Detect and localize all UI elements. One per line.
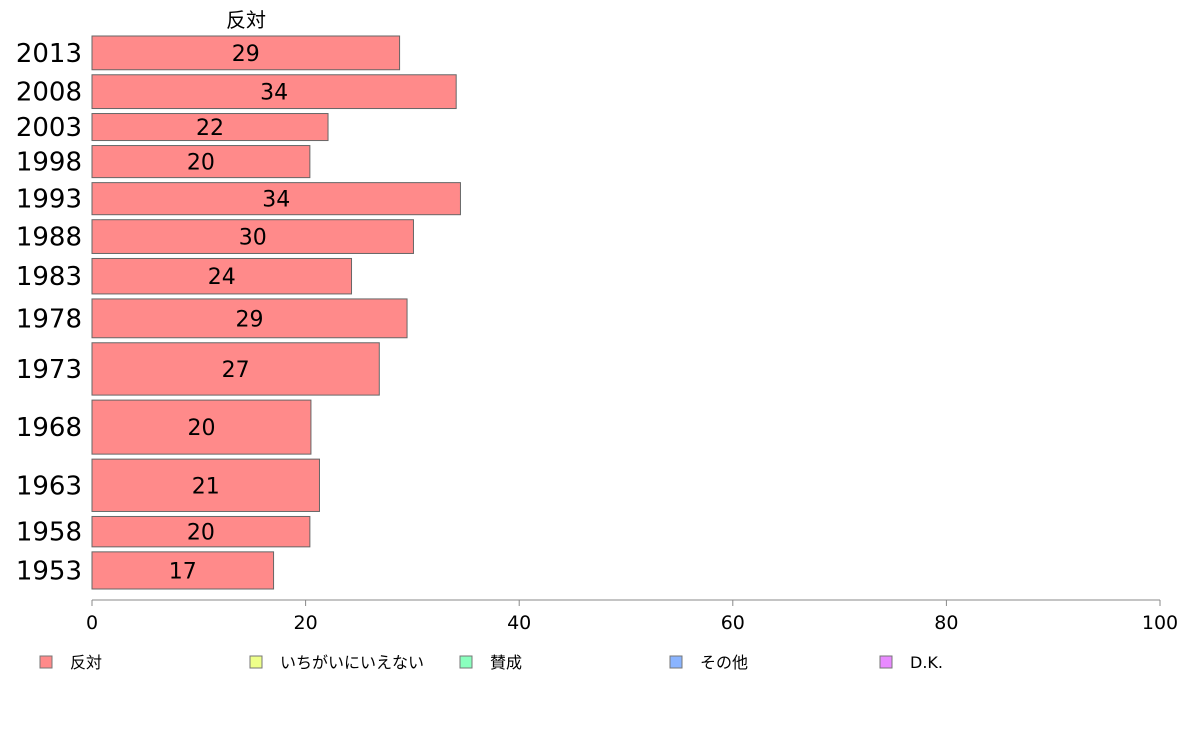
data-label-2003: 22 [196,116,224,141]
category-label-1958: 1958 [16,518,82,548]
legend-label-0: 反対 [70,653,102,672]
category-label-1983: 1983 [16,262,82,292]
bar-1978 [91,298,408,339]
x-tick-label-20: 20 [294,612,318,634]
bar-1973 [91,342,380,396]
bar-1958 [91,515,311,548]
data-label-2008: 34 [260,81,288,106]
x-tick-label-40: 40 [507,612,531,634]
bar-2008 [91,74,457,110]
x-tick-label-80: 80 [934,612,958,634]
data-label-1958: 20 [187,521,215,546]
data-label-1988: 30 [239,226,267,251]
legend-label-2: 賛成 [490,653,522,672]
category-label-1968: 1968 [16,413,82,443]
category-label-1963: 1963 [16,471,82,501]
category-label-1998: 1998 [16,148,82,178]
series-title: 反対 [226,8,266,32]
category-label-1973: 1973 [16,355,82,385]
bar-1968 [91,399,312,455]
bars-group: 2013 29 2008 34 2003 22 1998 20 1993 34 1988 30 1983… [16,35,461,590]
bar-1993 [91,182,461,216]
data-label-1993: 34 [262,188,290,213]
legend-label-4: D.K. [910,653,943,672]
legend-label-1: いちがいにいえない [280,653,424,672]
legend-swatch-1 [249,655,263,669]
data-label-2013: 29 [232,42,260,67]
legend: 反対 いちがいにいえない 賛成 その他 D.K. [39,653,943,672]
bar-2003 [91,113,329,142]
bar-1988 [91,219,414,254]
bar-1983 [91,257,353,295]
data-label-1968: 20 [187,416,215,441]
category-label-1993: 1993 [16,185,82,215]
legend-label-3: その他 [700,653,748,672]
data-label-1973: 27 [222,358,250,383]
category-label-1988: 1988 [16,223,82,253]
legend-swatch-0 [39,655,53,669]
data-label-1963: 21 [192,474,220,499]
x-tick-label-60: 60 [721,612,745,634]
bar-1963 [91,458,320,512]
legend-swatch-3 [669,655,683,669]
data-label-1983: 24 [208,265,236,290]
bar-2013 [91,35,401,71]
legend-swatch-4 [879,655,893,669]
data-label-1978: 29 [236,307,264,332]
category-label-2013: 2013 [16,39,82,69]
x-tick-label-100: 100 [1142,612,1178,634]
x-axis: 0 20 40 60 80 100 [86,599,1178,634]
category-label-2008: 2008 [16,78,82,108]
category-label-1953: 1953 [16,556,82,586]
bar-1953 [91,551,275,590]
x-tick-label-0: 0 [86,612,98,634]
category-label-2003: 2003 [16,113,82,143]
category-label-1978: 1978 [16,304,82,334]
bar-1998 [91,145,311,179]
data-label-1953: 17 [169,559,197,584]
data-label-1998: 20 [187,151,215,176]
legend-swatch-2 [459,655,473,669]
